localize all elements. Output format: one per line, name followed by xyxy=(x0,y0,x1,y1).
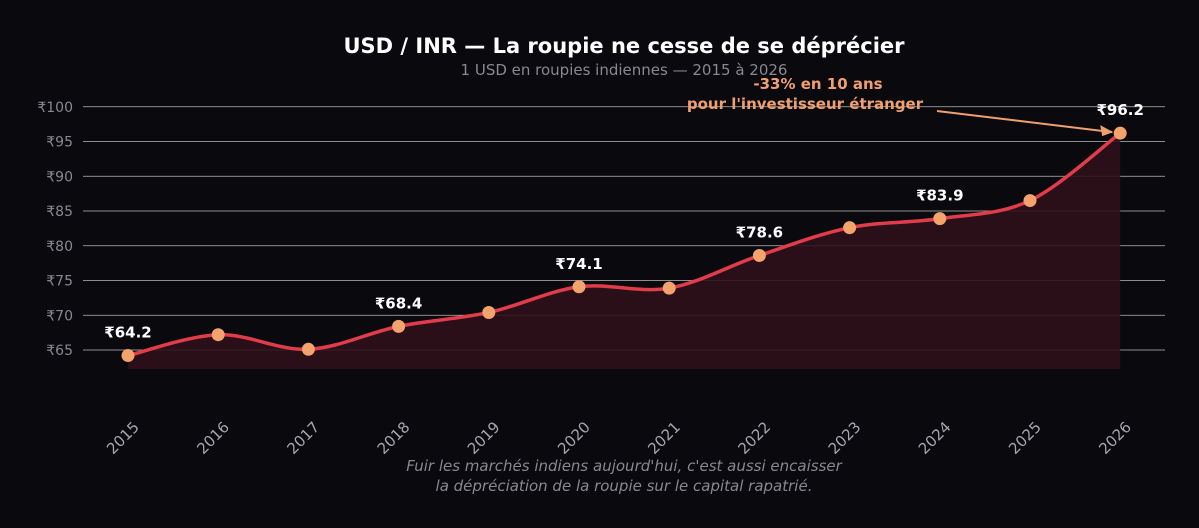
annotation-line-2: pour l'investisseur étranger xyxy=(687,95,924,113)
x-tick-label: 2020 xyxy=(554,418,594,458)
caption-line-2: la dépréciation de la roupie sur le capi… xyxy=(436,477,813,495)
data-point xyxy=(933,212,947,226)
x-tick-label: 2026 xyxy=(1095,418,1135,458)
caption-line-1: Fuir les marchés indiens aujourd'hui, c'… xyxy=(406,457,842,475)
data-point xyxy=(1113,126,1127,140)
area-fill xyxy=(128,133,1121,369)
chart-subtitle: 1 USD en roupies indiennes — 2015 à 2026 xyxy=(461,61,788,79)
y-tick-label: ₹85 xyxy=(46,204,73,220)
data-label: ₹78.6 xyxy=(736,223,783,241)
x-tick-label: 2018 xyxy=(374,418,414,458)
y-tick-label: ₹95 xyxy=(46,135,73,151)
x-tick-label: 2022 xyxy=(734,418,774,458)
data-label: ₹83.9 xyxy=(916,187,963,205)
annotation-line-1: -33% en 10 ans xyxy=(753,75,882,93)
y-axis-ticks: ₹65 ₹70 ₹75 ₹80 ₹85 ₹90 ₹95 ₹100 xyxy=(37,100,73,359)
data-markers xyxy=(121,126,1127,363)
x-tick-label: 2015 xyxy=(103,418,143,458)
x-tick-label: 2019 xyxy=(464,418,504,458)
annotation: -33% en 10 ans pour l'investisseur étran… xyxy=(687,75,1114,137)
data-point xyxy=(211,328,225,342)
data-point xyxy=(752,248,766,262)
data-point xyxy=(392,319,406,333)
data-point xyxy=(572,280,586,294)
y-tick-label: ₹70 xyxy=(46,308,73,324)
chart-title: USD / INR — La roupie ne cesse de se dép… xyxy=(343,34,905,58)
data-point xyxy=(482,305,496,319)
x-axis-ticks: 2015 2016 2017 2018 2019 2020 2021 2022 2023 2024… xyxy=(103,418,1135,458)
x-tick-label: 2017 xyxy=(283,418,323,458)
y-tick-label: ₹80 xyxy=(46,239,73,255)
data-label: ₹96.2 xyxy=(1096,101,1143,119)
data-label: ₹68.4 xyxy=(375,294,422,312)
x-tick-label: 2023 xyxy=(825,418,865,458)
x-tick-label: 2021 xyxy=(644,418,684,458)
x-tick-label: 2016 xyxy=(193,418,233,458)
data-point xyxy=(121,349,135,363)
y-tick-label: ₹75 xyxy=(46,274,73,290)
x-tick-label: 2024 xyxy=(915,418,955,458)
data-label: ₹64.2 xyxy=(104,324,151,342)
x-tick-label: 2025 xyxy=(1005,418,1045,458)
data-point xyxy=(1023,194,1037,208)
data-point xyxy=(301,342,315,356)
y-tick-label: ₹65 xyxy=(46,343,73,359)
data-labels: ₹64.2 ₹68.4 ₹74.1 ₹78.6 ₹83.9 ₹96.2 xyxy=(104,101,1144,341)
data-label: ₹74.1 xyxy=(555,255,602,273)
grid-lines xyxy=(83,106,1165,351)
y-tick-label: ₹100 xyxy=(37,100,73,116)
data-point xyxy=(843,221,857,235)
annotation-arrow-head xyxy=(1100,125,1114,137)
y-tick-label: ₹90 xyxy=(46,169,73,185)
series-line xyxy=(126,131,1122,358)
data-point xyxy=(662,281,676,295)
annotation-arrow-line xyxy=(936,110,1113,134)
